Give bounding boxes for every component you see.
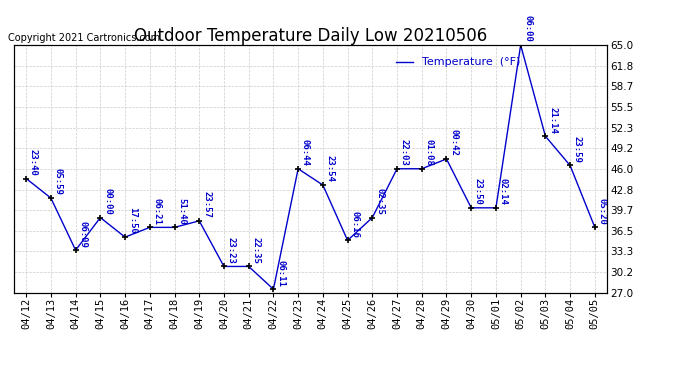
Title: Outdoor Temperature Daily Low 20210506: Outdoor Temperature Daily Low 20210506 <box>134 27 487 45</box>
Text: 23:23: 23:23 <box>227 237 236 264</box>
Text: 23:57: 23:57 <box>202 191 211 218</box>
Text: 06:21: 06:21 <box>152 198 161 225</box>
Text: 06:00: 06:00 <box>524 15 533 42</box>
Text: 23:54: 23:54 <box>326 155 335 182</box>
Text: 17:50: 17:50 <box>128 207 137 234</box>
Text: 06:09: 06:09 <box>79 220 88 248</box>
Text: 23:40: 23:40 <box>29 149 38 176</box>
Legend: Temperature  (°F): Temperature (°F) <box>392 53 524 72</box>
Text: 00:42: 00:42 <box>449 129 458 156</box>
Text: 06:11: 06:11 <box>276 260 285 286</box>
Text: 22:03: 22:03 <box>400 139 408 166</box>
Text: 23:50: 23:50 <box>474 178 483 205</box>
Text: 21:14: 21:14 <box>548 106 557 134</box>
Text: 22:35: 22:35 <box>251 237 260 264</box>
Text: Copyright 2021 Cartronics.com: Copyright 2021 Cartronics.com <box>8 33 160 42</box>
Text: 06:16: 06:16 <box>351 211 359 238</box>
Text: 02:35: 02:35 <box>375 188 384 215</box>
Text: 00:00: 00:00 <box>103 188 112 215</box>
Text: 23:59: 23:59 <box>573 136 582 163</box>
Text: 01:08: 01:08 <box>424 139 433 166</box>
Text: 02:14: 02:14 <box>499 178 508 205</box>
Text: 05:20: 05:20 <box>598 198 607 225</box>
Text: 06:44: 06:44 <box>301 139 310 166</box>
Text: 05:59: 05:59 <box>54 168 63 195</box>
Text: 51:40: 51:40 <box>177 198 186 225</box>
